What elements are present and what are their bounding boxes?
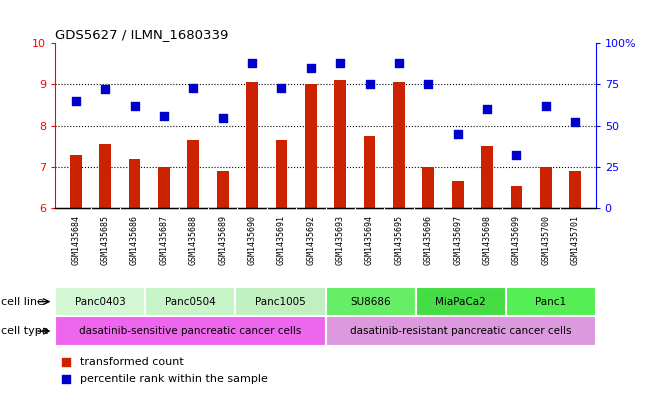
Point (540, 103, 551, 109)
Bar (236, 287, 326, 316)
Text: GSM1435694: GSM1435694 (365, 215, 374, 264)
Text: GSM1435696: GSM1435696 (424, 215, 433, 264)
Point (452, 131, 463, 137)
Text: GSM1435690: GSM1435690 (247, 215, 256, 264)
Bar (55, 316, 325, 346)
Point (276, 84, 286, 91)
Text: GSM1435689: GSM1435689 (218, 215, 227, 264)
Bar (422, 167, 434, 208)
Text: GSM1435697: GSM1435697 (453, 215, 462, 264)
Bar (217, 171, 229, 208)
Bar (145, 287, 236, 316)
Bar (129, 159, 141, 208)
Text: GSM1435685: GSM1435685 (101, 215, 110, 264)
Bar (569, 171, 581, 208)
Point (217, 114, 228, 121)
Point (61, 358, 72, 365)
Point (394, 60, 404, 66)
Bar (481, 146, 493, 208)
Bar (326, 287, 415, 316)
Text: GSM1435701: GSM1435701 (571, 215, 579, 264)
Point (100, 86, 111, 93)
Point (71, 98, 81, 104)
Text: Panc0403: Panc0403 (75, 297, 126, 307)
Text: GSM1435699: GSM1435699 (512, 215, 521, 264)
Text: percentile rank within the sample: percentile rank within the sample (79, 374, 268, 384)
Point (482, 106, 492, 112)
Text: cell type: cell type (1, 326, 49, 336)
Bar (275, 140, 287, 208)
Point (247, 60, 257, 66)
Text: transformed count: transformed count (79, 356, 184, 367)
Point (570, 119, 580, 126)
Text: GSM1435687: GSM1435687 (159, 215, 169, 264)
Bar (415, 287, 506, 316)
Text: Panc1: Panc1 (535, 297, 566, 307)
Point (335, 60, 346, 66)
Text: GSM1435693: GSM1435693 (336, 215, 344, 264)
Text: GSM1435700: GSM1435700 (541, 215, 550, 264)
Text: GSM1435691: GSM1435691 (277, 215, 286, 264)
Bar (187, 140, 199, 208)
Text: GSM1435688: GSM1435688 (189, 215, 198, 264)
Text: GDS5627 / ILMN_1680339: GDS5627 / ILMN_1680339 (55, 28, 229, 40)
Bar (246, 83, 258, 208)
Point (365, 81, 375, 88)
Text: GSM1435692: GSM1435692 (307, 215, 315, 264)
Point (305, 65, 316, 71)
Point (130, 103, 140, 109)
Text: SU8686: SU8686 (350, 297, 391, 307)
Point (188, 84, 199, 91)
Point (159, 113, 169, 119)
Bar (364, 136, 376, 208)
Bar (506, 287, 596, 316)
Bar (305, 84, 316, 208)
Bar (393, 83, 405, 208)
Text: GSM1435686: GSM1435686 (130, 215, 139, 264)
Text: Panc1005: Panc1005 (255, 297, 306, 307)
Text: dasatinib-sensitive pancreatic cancer cells: dasatinib-sensitive pancreatic cancer ce… (79, 326, 301, 336)
Point (61, 376, 72, 382)
Point (511, 152, 521, 159)
Bar (70, 154, 82, 208)
Text: MiaPaCa2: MiaPaCa2 (436, 297, 486, 307)
Bar (452, 182, 464, 208)
Bar (510, 185, 522, 208)
Text: dasatinib-resistant pancreatic cancer cells: dasatinib-resistant pancreatic cancer ce… (350, 326, 572, 336)
Text: cell line: cell line (1, 297, 44, 307)
Text: Panc0504: Panc0504 (165, 297, 215, 307)
Text: GSM1435684: GSM1435684 (72, 215, 80, 264)
Text: GSM1435698: GSM1435698 (482, 215, 492, 264)
Bar (158, 167, 170, 208)
Bar (326, 316, 596, 346)
Point (423, 81, 434, 88)
Bar (335, 81, 346, 208)
Text: GSM1435695: GSM1435695 (395, 215, 404, 264)
Bar (100, 144, 111, 208)
Bar (55, 287, 145, 316)
Bar (540, 167, 551, 208)
